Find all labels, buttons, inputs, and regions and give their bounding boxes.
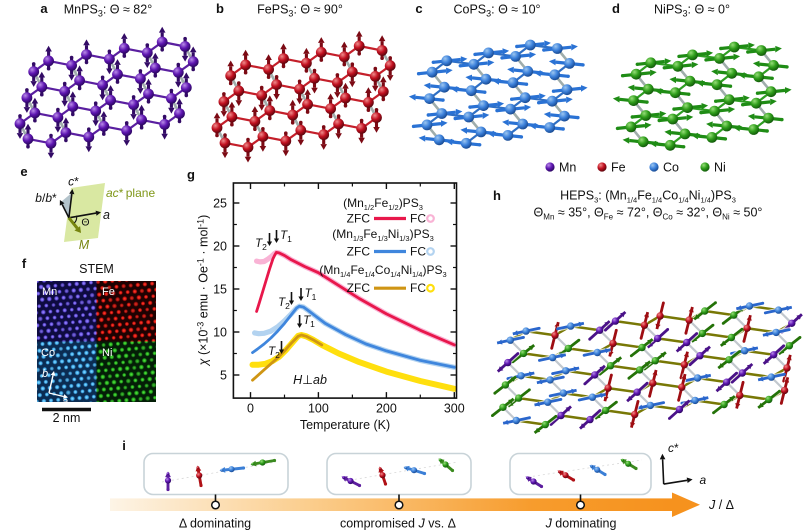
svg-text:Δ dominating: Δ dominating (179, 517, 251, 531)
svg-text:Mn: Mn (42, 286, 57, 298)
svg-text:b: b (216, 1, 224, 16)
svg-text:compromised J vs. Δ: compromised J vs. Δ (340, 517, 456, 531)
svg-text:H⊥ab: H⊥ab (293, 373, 327, 387)
svg-text:T2: T2 (278, 297, 290, 311)
svg-text:T2: T2 (255, 238, 267, 252)
svg-text:b: b (42, 368, 48, 380)
svg-text:2 nm: 2 nm (53, 411, 81, 425)
svg-text:T1: T1 (303, 315, 315, 329)
svg-text:d: d (612, 1, 620, 16)
svg-text:ZFC: ZFC (347, 212, 371, 226)
svg-text:ZFC: ZFC (347, 281, 371, 295)
svg-text:b/b*: b/b* (35, 191, 57, 205)
svg-text:χ (×10-3 emu · Oe-1 · mol-1): χ (×10-3 emu · Oe-1 · mol-1) (196, 215, 211, 367)
svg-text:Ni: Ni (714, 161, 726, 175)
svg-text:c*: c* (668, 441, 679, 455)
svg-text:J / Δ: J / Δ (708, 498, 734, 512)
svg-text:Fe: Fe (102, 286, 115, 298)
svg-text:(Mn1/3Fe1/3Ni1/3)PS3: (Mn1/3Fe1/3Ni1/3)PS3 (332, 227, 434, 243)
svg-text:CoPS3: Θ ≈ 10°: CoPS3: Θ ≈ 10° (453, 3, 540, 19)
svg-text:a: a (103, 208, 110, 222)
svg-text:NiPS3: Θ ≈ 0°: NiPS3: Θ ≈ 0° (654, 3, 730, 19)
svg-text:Temperature (K): Temperature (K) (300, 418, 390, 432)
svg-text:Mn: Mn (559, 161, 576, 175)
svg-text:15: 15 (213, 282, 227, 296)
svg-text:0: 0 (247, 402, 254, 416)
svg-text:M: M (79, 238, 90, 252)
svg-text:Co: Co (41, 347, 55, 359)
svg-text:Co: Co (663, 161, 679, 175)
svg-text:5: 5 (220, 368, 227, 382)
svg-text:MnPS3: Θ ≈ 82°: MnPS3: Θ ≈ 82° (64, 3, 152, 19)
svg-text:ac* plane: ac* plane (106, 186, 155, 200)
svg-text:T2: T2 (268, 346, 280, 360)
svg-text:c: c (415, 1, 422, 16)
svg-text:FC: FC (410, 212, 426, 226)
svg-text:J dominating: J dominating (545, 517, 617, 531)
svg-text:T1: T1 (280, 230, 292, 244)
svg-text:FC: FC (410, 281, 426, 295)
svg-text:20: 20 (213, 239, 227, 253)
svg-text:g: g (187, 167, 195, 182)
svg-text:Ni: Ni (102, 347, 112, 359)
svg-text:300: 300 (444, 402, 465, 416)
svg-text:a: a (62, 396, 68, 408)
svg-text:c*: c* (68, 175, 79, 189)
svg-text:(Mn1/4Fe1/4Co1/4Ni1/4)PS3: (Mn1/4Fe1/4Co1/4Ni1/4)PS3 (319, 263, 446, 279)
svg-text:ΘMn ≈ 35°, ΘFe ≈ 72°, ΘCo ≈ 32: ΘMn ≈ 35°, ΘFe ≈ 72°, ΘCo ≈ 32°, ΘNi ≈ 5… (534, 206, 763, 222)
svg-text:10: 10 (213, 325, 227, 339)
svg-text:h: h (493, 188, 501, 203)
svg-text:STEM: STEM (79, 262, 114, 276)
svg-text:a: a (40, 1, 48, 16)
svg-text:200: 200 (376, 402, 397, 416)
svg-text:i: i (122, 438, 126, 453)
svg-text:FC: FC (410, 245, 426, 259)
svg-text:25: 25 (213, 196, 227, 210)
svg-text:Θ: Θ (81, 217, 89, 229)
svg-text:100: 100 (308, 402, 329, 416)
svg-text:HEPS3: (Mn1/4Fe1/4Co1/4Ni1/4)P: HEPS3: (Mn1/4Fe1/4Co1/4Ni1/4)PS3 (560, 189, 736, 205)
svg-text:T1: T1 (305, 288, 317, 302)
svg-text:ZFC: ZFC (347, 245, 371, 259)
svg-text:FePS3: Θ ≈ 90°: FePS3: Θ ≈ 90° (257, 3, 343, 19)
svg-text:f: f (22, 256, 27, 271)
svg-text:Fe: Fe (611, 161, 626, 175)
svg-text:a: a (700, 473, 707, 487)
svg-text:(Mn1/2Fe1/2)PS3: (Mn1/2Fe1/2)PS3 (343, 196, 423, 212)
svg-text:e: e (20, 164, 27, 179)
